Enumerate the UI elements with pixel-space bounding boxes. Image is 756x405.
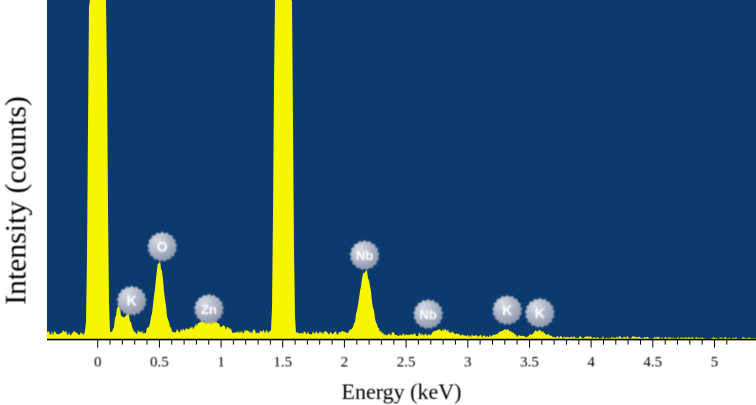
svg-text:Nb: Nb	[420, 307, 437, 322]
svg-text:5: 5	[711, 355, 719, 371]
svg-text:0: 0	[94, 355, 102, 371]
svg-text:1: 1	[217, 355, 225, 371]
svg-text:3.5: 3.5	[520, 355, 539, 371]
svg-text:K: K	[535, 305, 545, 321]
svg-text:2: 2	[341, 355, 349, 371]
svg-text:2.5: 2.5	[397, 355, 416, 371]
svg-text:4.5: 4.5	[643, 355, 662, 371]
svg-text:Nb: Nb	[356, 248, 373, 263]
svg-text:0.5: 0.5	[150, 355, 169, 371]
svg-text:O: O	[157, 239, 168, 255]
svg-text:Energy (keV): Energy (keV)	[342, 379, 462, 404]
svg-text:3: 3	[464, 355, 472, 371]
svg-text:Zn: Zn	[201, 302, 217, 317]
svg-text:4: 4	[587, 355, 595, 371]
svg-text:1.5: 1.5	[273, 355, 292, 371]
svg-text:K: K	[502, 302, 512, 318]
svg-text:K: K	[127, 293, 137, 309]
